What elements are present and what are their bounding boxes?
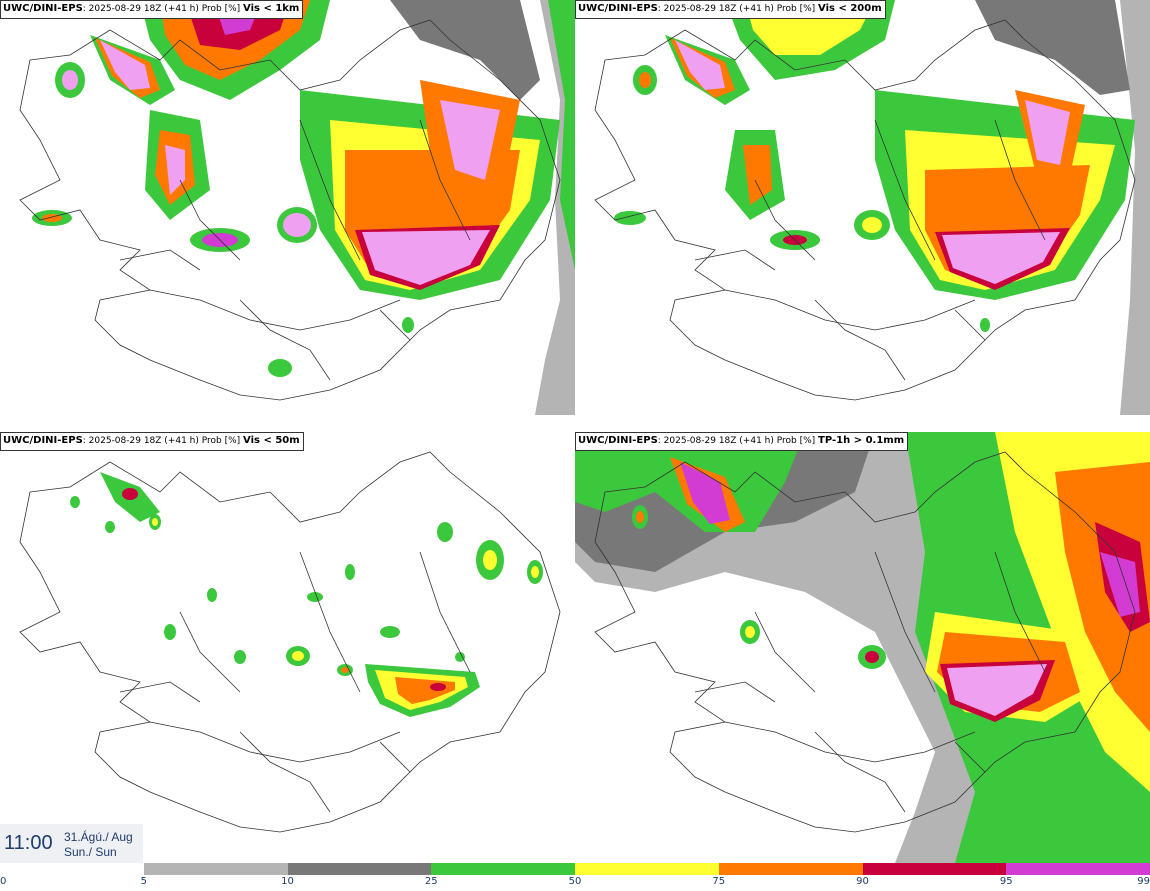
- iceland-coastline: [19, 19, 561, 401]
- valid-weekday: Sun./ Sun: [64, 845, 117, 859]
- variable-name: Vis < 50m: [243, 435, 300, 446]
- valid-time: 11:00: [4, 832, 53, 854]
- legend-label: 75: [712, 876, 726, 887]
- legend-color-bar: [0, 863, 1150, 875]
- panel-title: UWC/DINI-EPS: 2025-08-29 18Z (+41 h) Pro…: [575, 0, 886, 19]
- variable-name: Vis < 200m: [818, 3, 882, 14]
- probability-fields: [70, 472, 543, 717]
- legend-swatch: [143, 863, 288, 875]
- probability-fields: [575, 432, 1150, 863]
- map-panel-vis-1km: UWC/DINI-EPS: 2025-08-29 18Z (+41 h) Pro…: [0, 0, 575, 431]
- legend-swatch: [575, 863, 719, 875]
- legend-swatch: [431, 863, 575, 875]
- probability-fields: [32, 0, 575, 415]
- panel-title: UWC/DINI-EPS: 2025-08-29 18Z (+41 h) Pro…: [0, 0, 304, 19]
- legend-swatch: [862, 863, 1007, 875]
- legend-swatch: [287, 863, 432, 875]
- run-info: : 2025-08-29 18Z (+41 h) Prob [%]: [657, 4, 819, 14]
- probability-map: [19, 451, 561, 833]
- run-info: : 2025-08-29 18Z (+41 h) Prob [%]: [82, 436, 244, 446]
- map-panel-precip: UWC/DINI-EPS: 2025-08-29 18Z (+41 h) Pro…: [575, 432, 1150, 863]
- map-panel-vis-200m: UWC/DINI-EPS: 2025-08-29 18Z (+41 h) Pro…: [575, 0, 1150, 431]
- probability-fields: [614, 0, 1150, 415]
- legend-label: 25: [424, 876, 438, 887]
- legend-labels: 0 5 10 25 50 75 90 95 99: [0, 876, 1150, 891]
- legend-swatch: [1006, 863, 1150, 875]
- probability-map: [19, 0, 575, 415]
- iceland-coastline: [594, 451, 1136, 833]
- valid-date: 31.Ágú./ Aug: [64, 830, 133, 844]
- legend-label: 90: [856, 876, 869, 887]
- legend-swatch: [0, 863, 144, 875]
- legend-label: 10: [281, 876, 294, 887]
- run-info: : 2025-08-29 18Z (+41 h) Prob [%]: [82, 4, 244, 14]
- legend-label: 5: [140, 876, 147, 887]
- probability-map: [594, 0, 1150, 415]
- probability-legend: 0 5 10 25 50 75 90 95 99: [0, 863, 1150, 891]
- model-name: UWC/DINI-EPS: [578, 435, 658, 446]
- variable-name: TP-1h > 0.1mm: [818, 435, 905, 446]
- probability-map: [575, 432, 1150, 863]
- model-name: UWC/DINI-EPS: [3, 435, 83, 446]
- run-info: : 2025-08-29 18Z (+41 h) Prob [%]: [657, 436, 819, 446]
- iceland-coastline: [19, 451, 561, 833]
- iceland-coastline: [594, 19, 1136, 401]
- valid-time-box: 11:00 31.Ágú./ Aug Sun./ Sun: [0, 824, 143, 864]
- variable-name: Vis < 1km: [243, 3, 300, 14]
- legend-label: 50: [568, 876, 582, 887]
- legend-label: 99: [1137, 876, 1150, 887]
- legend-label: 95: [999, 876, 1013, 887]
- model-name: UWC/DINI-EPS: [578, 3, 658, 14]
- model-name: UWC/DINI-EPS: [3, 3, 83, 14]
- panel-title: UWC/DINI-EPS: 2025-08-29 18Z (+41 h) Pro…: [0, 432, 304, 451]
- map-panel-vis-50m: UWC/DINI-EPS: 2025-08-29 18Z (+41 h) Pro…: [0, 432, 575, 863]
- panel-title: UWC/DINI-EPS: 2025-08-29 18Z (+41 h) Pro…: [575, 432, 909, 451]
- legend-swatch: [718, 863, 863, 875]
- legend-label: 0: [0, 876, 7, 887]
